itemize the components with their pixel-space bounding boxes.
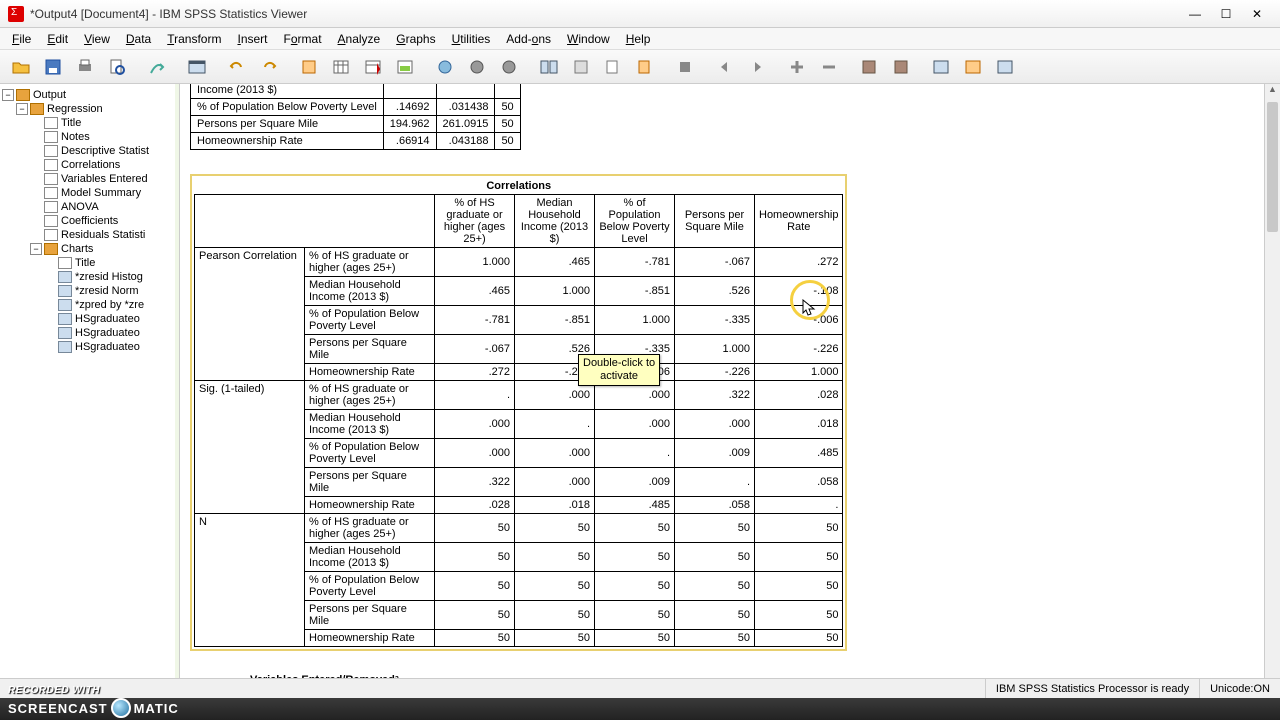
tb-redo[interactable]: [254, 53, 284, 81]
tree-chart-title[interactable]: Title: [2, 256, 177, 270]
tb-globe[interactable]: [430, 53, 460, 81]
tree-anova[interactable]: ANOVA: [2, 200, 177, 214]
tree-charts[interactable]: −Charts: [2, 242, 177, 256]
correlations-table-wrapper[interactable]: Correlations % of HS graduate or higher …: [190, 174, 847, 651]
menu-utilities[interactable]: Utilities: [444, 30, 499, 48]
tb-minus[interactable]: [814, 53, 844, 81]
status-processor: IBM SPSS Statistics Processor is ready: [985, 679, 1199, 698]
tb-paste[interactable]: [566, 53, 596, 81]
tb-book2[interactable]: [886, 53, 916, 81]
descriptive-table-partial[interactable]: Income (2013 $) % of Population Below Po…: [190, 84, 521, 150]
tb-print[interactable]: [70, 53, 100, 81]
menu-format[interactable]: Format: [276, 30, 330, 48]
outline-tree[interactable]: −Output −Regression Title Notes Descript…: [0, 84, 180, 701]
menu-bar: File Edit View Data Transform Insert For…: [0, 28, 1280, 50]
tb-undo[interactable]: [222, 53, 252, 81]
menu-window[interactable]: Window: [559, 30, 618, 48]
screencast-watermark: SCREENCASTMATIC: [8, 698, 179, 718]
tb-dialog[interactable]: [182, 53, 212, 81]
tb-win1[interactable]: [926, 53, 956, 81]
tree-chart-2[interactable]: *zresid Norm: [2, 284, 177, 298]
menu-graphs[interactable]: Graphs: [388, 30, 443, 48]
tb-open[interactable]: [6, 53, 36, 81]
tb-stop[interactable]: [670, 53, 700, 81]
correlations-table: Correlations % of HS graduate or higher …: [194, 178, 843, 647]
vertical-scrollbar[interactable]: ▲ ▼: [1264, 84, 1280, 701]
tree-title[interactable]: Title: [2, 116, 177, 130]
toolbar: [0, 50, 1280, 84]
tb-preview[interactable]: [102, 53, 132, 81]
menu-transform[interactable]: Transform: [159, 30, 229, 48]
tree-chart-5[interactable]: HSgraduateo: [2, 326, 177, 340]
minimize-button[interactable]: —: [1180, 4, 1210, 24]
tb-forward[interactable]: [742, 53, 772, 81]
tree-correlations[interactable]: Correlations: [2, 158, 177, 172]
tb-globe2[interactable]: [462, 53, 492, 81]
tree-residuals[interactable]: Residuals Statisti: [2, 228, 177, 242]
activate-tooltip: Double-click toactivate: [578, 354, 660, 386]
tree-chart-4[interactable]: HSgraduateo: [2, 312, 177, 326]
menu-edit[interactable]: Edit: [39, 30, 76, 48]
title-bar: *Output4 [Document4] - IBM SPSS Statisti…: [0, 0, 1280, 28]
tree-varsentered[interactable]: Variables Entered: [2, 172, 177, 186]
tb-book1[interactable]: [854, 53, 884, 81]
tree-descstats[interactable]: Descriptive Statist: [2, 144, 177, 158]
tb-copy[interactable]: [598, 53, 628, 81]
tree-chart-3[interactable]: *zpred by *zre: [2, 298, 177, 312]
menu-insert[interactable]: Insert: [229, 30, 275, 48]
menu-view[interactable]: View: [76, 30, 118, 48]
tb-select[interactable]: [358, 53, 388, 81]
menu-file[interactable]: File: [4, 30, 39, 48]
tb-save[interactable]: [38, 53, 68, 81]
window-title: *Output4 [Document4] - IBM SPSS Statisti…: [30, 7, 1180, 21]
status-unicode: Unicode:ON: [1199, 679, 1280, 698]
tree-chart-6[interactable]: HSgraduateo: [2, 340, 177, 354]
tree-output[interactable]: −Output: [2, 88, 177, 102]
tb-plus[interactable]: [782, 53, 812, 81]
close-button[interactable]: ✕: [1242, 4, 1272, 24]
tb-win2[interactable]: [958, 53, 988, 81]
output-pane[interactable]: Income (2013 $) % of Population Below Po…: [180, 84, 1280, 701]
tb-link[interactable]: [630, 53, 660, 81]
tree-modelsummary[interactable]: Model Summary: [2, 186, 177, 200]
menu-data[interactable]: Data: [118, 30, 159, 48]
tb-globe3[interactable]: [494, 53, 524, 81]
app-icon: [8, 6, 24, 22]
tree-regression[interactable]: −Regression: [2, 102, 177, 116]
tb-win3[interactable]: [990, 53, 1020, 81]
tb-goto[interactable]: [294, 53, 324, 81]
status-bar: IBM SPSS Statistics Processor is ready U…: [0, 678, 1280, 698]
tb-vars[interactable]: [326, 53, 356, 81]
scrollbar-thumb[interactable]: [1267, 102, 1278, 232]
recorded-watermark: RECORDED WITH: [8, 685, 100, 696]
tree-chart-1[interactable]: *zresid Histog: [2, 270, 177, 284]
menu-addons[interactable]: Add-ons: [498, 30, 559, 48]
menu-help[interactable]: Help: [618, 30, 659, 48]
tb-weight[interactable]: [390, 53, 420, 81]
bottom-strip: [0, 698, 1280, 720]
tb-run[interactable]: [142, 53, 172, 81]
tb-split[interactable]: [534, 53, 564, 81]
tree-notes[interactable]: Notes: [2, 130, 177, 144]
maximize-button[interactable]: ☐: [1211, 4, 1241, 24]
tree-coefficients[interactable]: Coefficients: [2, 214, 177, 228]
tb-back[interactable]: [710, 53, 740, 81]
menu-analyze[interactable]: Analyze: [330, 30, 389, 48]
